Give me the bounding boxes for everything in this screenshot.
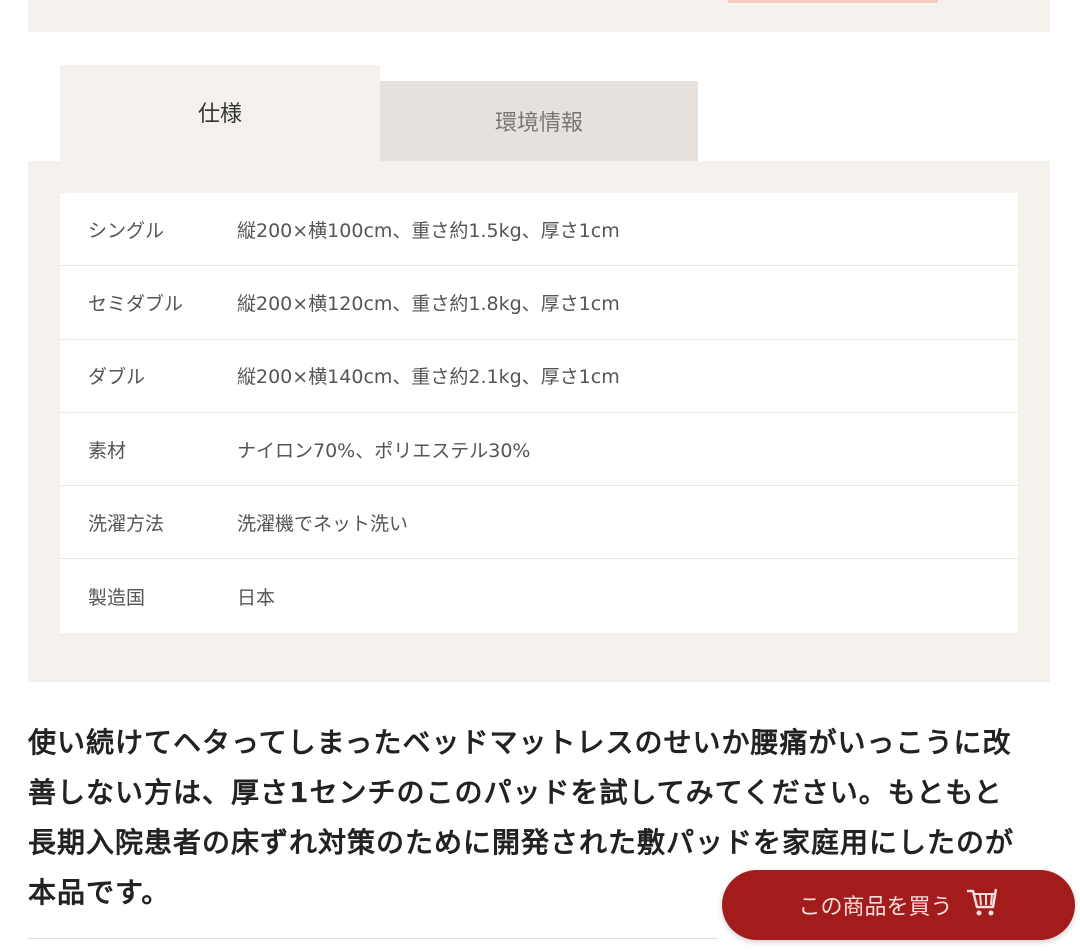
tab-label: 仕様	[197, 102, 242, 127]
row-label: 洗濯方法	[88, 512, 165, 535]
tab-environment[interactable]: 環境情報	[380, 81, 698, 161]
cart-icon	[965, 887, 999, 923]
buy-button-label: この商品を買う	[798, 895, 953, 920]
table-row: ダブル 縦200×横140cm、重さ約2.1kg、厚さ1cm	[60, 340, 1018, 413]
row-label: 製造国	[88, 586, 146, 609]
top-panel	[28, 0, 1050, 32]
buy-button[interactable]: この商品を買う	[722, 870, 1075, 940]
row-value: 縦200×横120cm、重さ約1.8kg、厚さ1cm	[237, 292, 620, 315]
top-accent	[728, 0, 938, 3]
tab-spec[interactable]: 仕様	[60, 65, 380, 165]
row-value: 日本	[237, 586, 276, 609]
tab-label: 環境情報	[494, 111, 583, 136]
row-value: 洗濯機でネット洗い	[237, 512, 409, 535]
row-value: ナイロン70%、ポリエステル30%	[237, 439, 531, 462]
table-row: 製造国 日本	[60, 559, 1018, 632]
table-row: セミダブル 縦200×横120cm、重さ約1.8kg、厚さ1cm	[60, 266, 1018, 340]
table-row: 素材 ナイロン70%、ポリエステル30%	[60, 413, 1018, 487]
row-value: 縦200×横140cm、重さ約2.1kg、厚さ1cm	[237, 366, 620, 389]
table-row: 洗濯方法 洗濯機でネット洗い	[60, 486, 1018, 560]
row-label: ダブル	[88, 366, 146, 389]
row-value: 縦200×横100cm、重さ約1.5kg、厚さ1cm	[237, 219, 620, 242]
divider	[28, 938, 718, 939]
row-label: 素材	[88, 439, 127, 462]
row-label: シングル	[88, 219, 165, 242]
spec-table: シングル 縦200×横100cm、重さ約1.5kg、厚さ1cm セミダブル 縦200…	[60, 193, 1018, 633]
product-description: 使い続けてヘタってしまったベッドマットレスのせいか腰痛がいっこうに改善しない方は…	[28, 726, 1015, 909]
row-label: セミダブル	[88, 292, 184, 315]
table-row: シングル 縦200×横100cm、重さ約1.5kg、厚さ1cm	[60, 193, 1018, 267]
